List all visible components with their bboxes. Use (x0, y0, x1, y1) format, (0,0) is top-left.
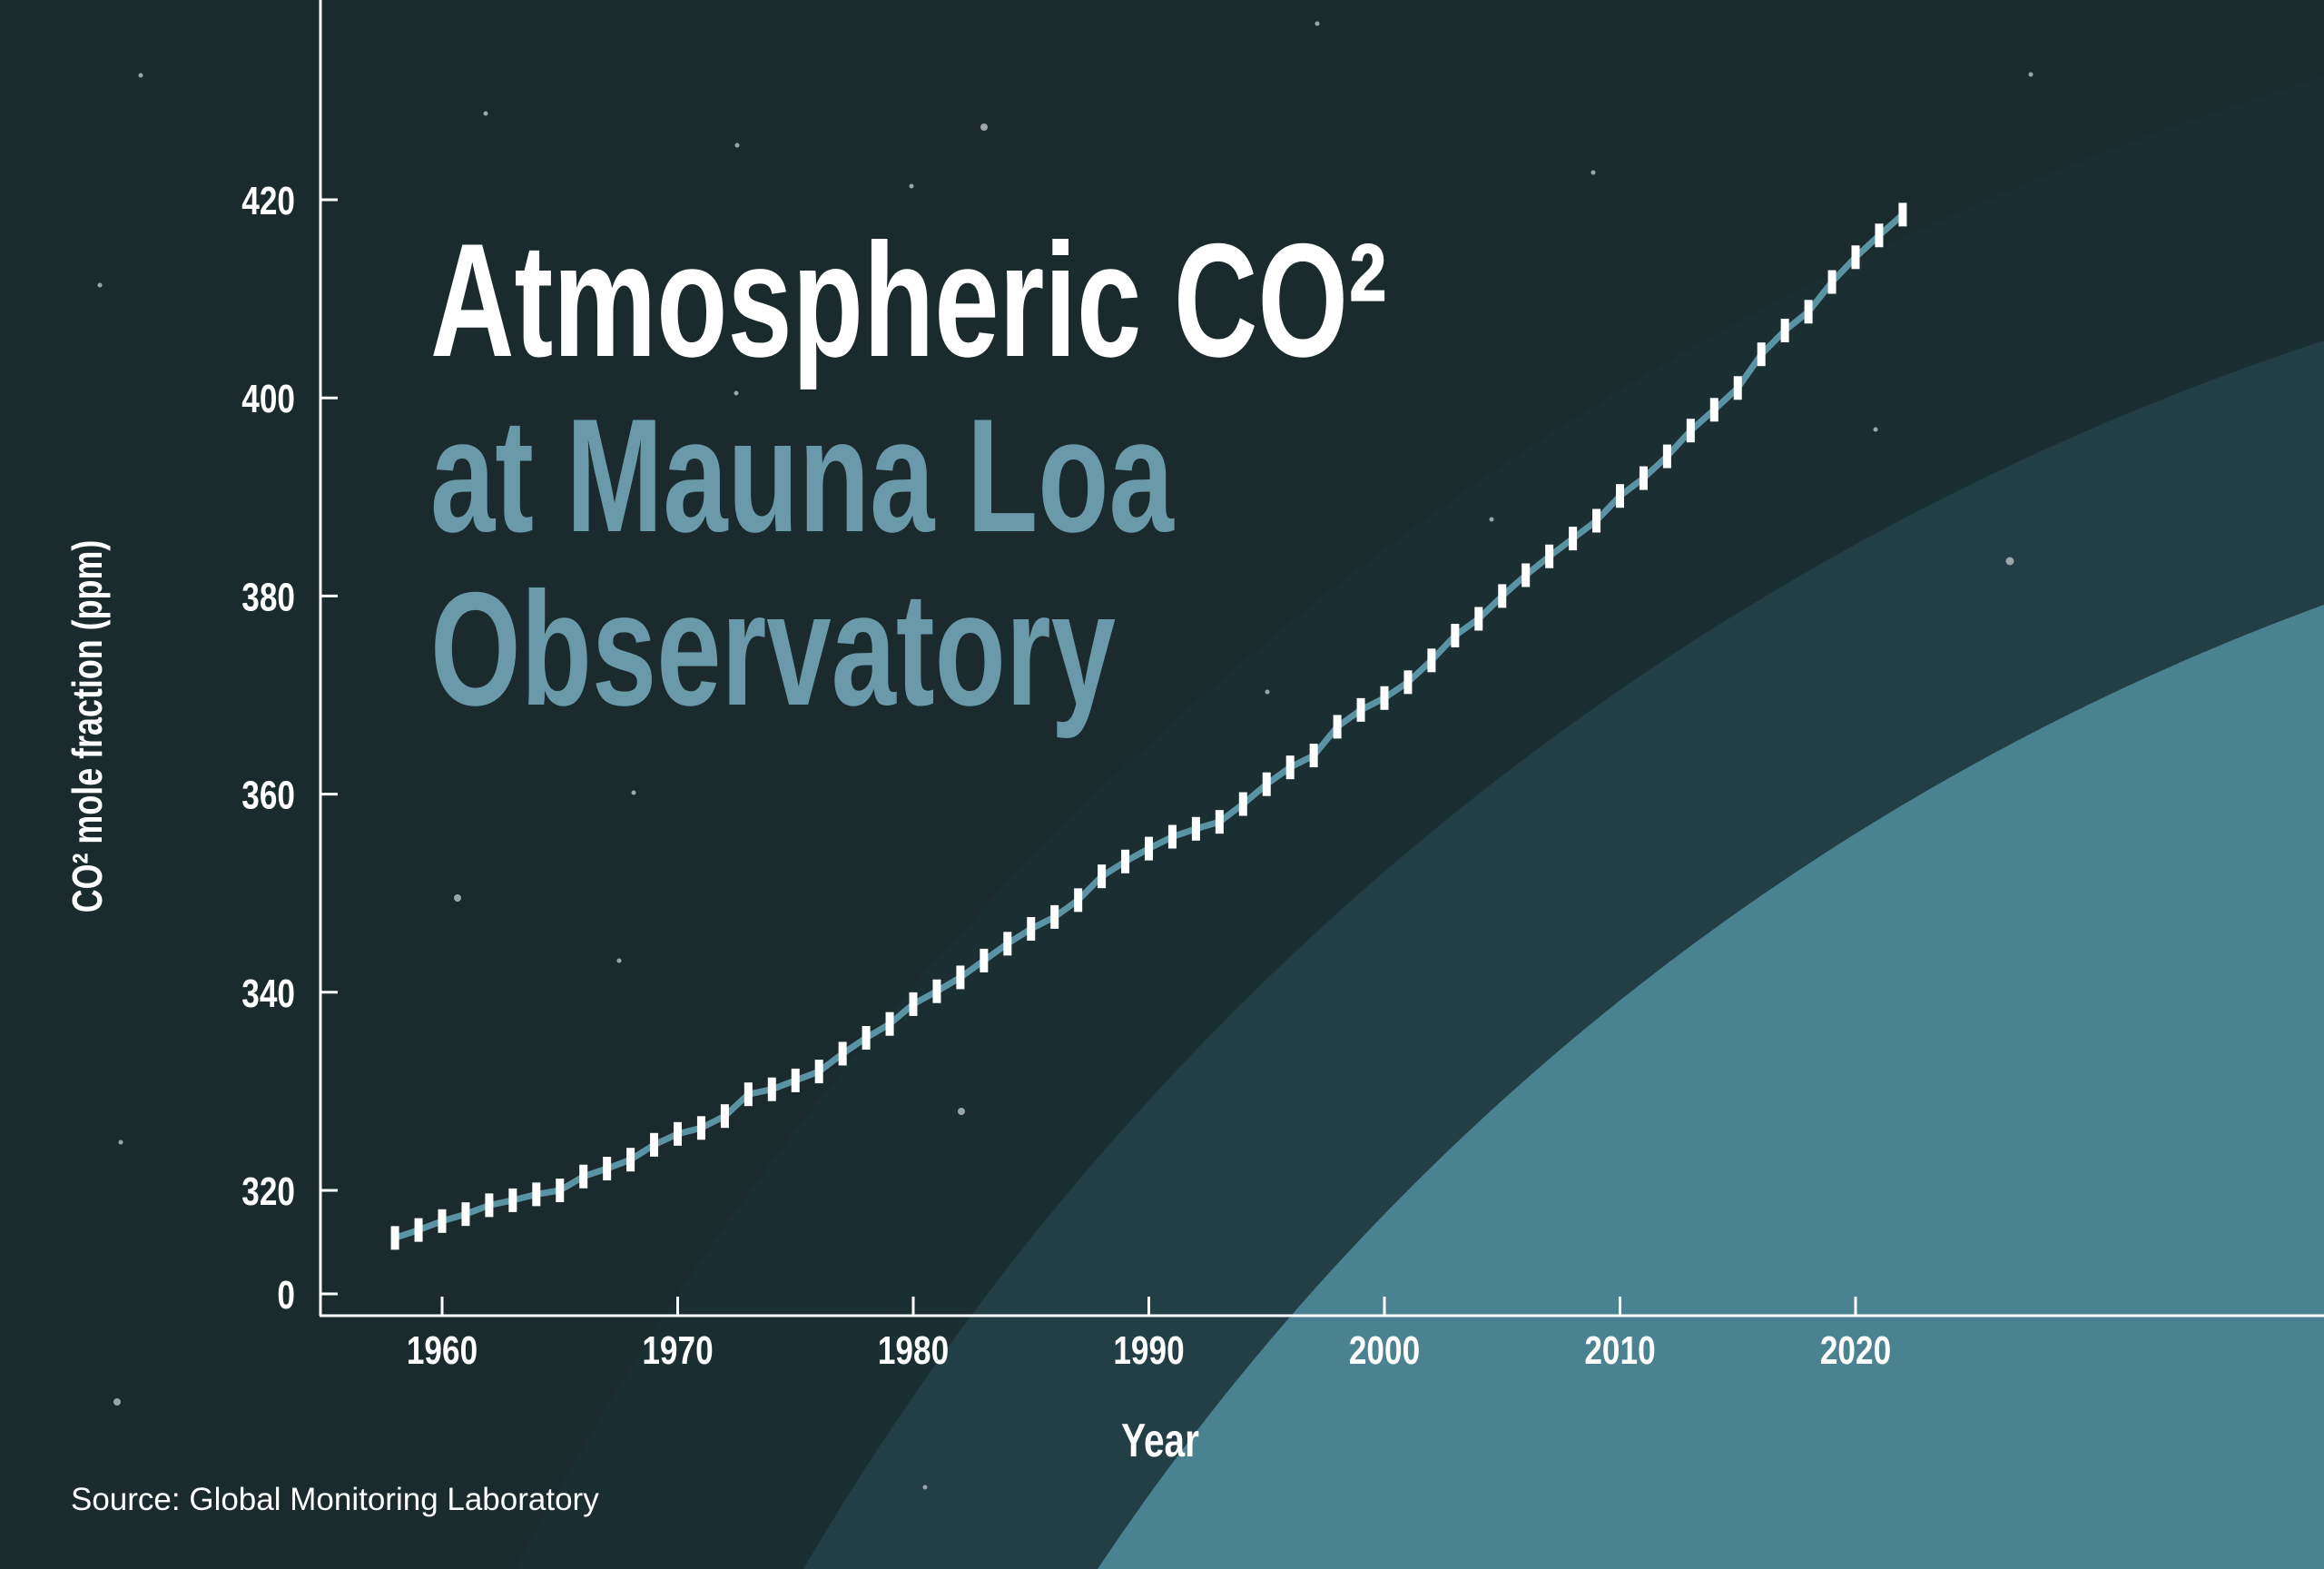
data-point-marker (438, 1209, 447, 1233)
data-point-marker (909, 992, 918, 1016)
data-point-marker (1285, 755, 1295, 780)
y-tick-label: 360 (241, 774, 295, 818)
x-tick-label: 2000 (1349, 1328, 1420, 1373)
data-point-marker (1827, 270, 1837, 294)
data-point-marker (932, 979, 941, 1003)
data-point-marker (485, 1193, 494, 1218)
data-point-marker (603, 1156, 612, 1180)
data-point-marker (650, 1132, 659, 1157)
x-tick-label: 1970 (642, 1328, 713, 1373)
chart-title: Atmospheric CO² at Mauna Loa Observatory (430, 210, 1387, 739)
data-point-marker (1569, 527, 1578, 551)
data-point-marker (696, 1116, 705, 1140)
y-tick-label: 380 (241, 576, 295, 620)
data-point-marker (556, 1179, 565, 1202)
data-point-marker (1333, 715, 1342, 739)
y-tick-label: 400 (241, 378, 295, 422)
data-point-marker (1498, 584, 1507, 608)
data-point-marker (1050, 904, 1059, 929)
data-point-marker (956, 965, 965, 990)
data-point-marker (508, 1188, 517, 1212)
data-point-marker (1521, 563, 1531, 587)
data-point-marker (1780, 319, 1789, 343)
data-point-marker (626, 1148, 635, 1172)
data-point-marker (1309, 744, 1318, 768)
data-point-marker (1662, 444, 1671, 469)
data-point-marker (1686, 419, 1695, 443)
data-point-marker (1639, 466, 1648, 490)
y-tick-label: 420 (241, 179, 295, 223)
data-point-marker (390, 1226, 399, 1250)
data-point-marker (1003, 932, 1012, 956)
data-point-marker (414, 1218, 423, 1242)
data-point-marker (767, 1077, 776, 1101)
y-tick-label: 340 (241, 972, 295, 1016)
y-axis-label: CO² mole fraction (ppm) (64, 540, 111, 913)
data-point-marker (674, 1121, 682, 1146)
data-point-marker (1733, 376, 1742, 400)
y-tick-label: 0 (277, 1273, 295, 1317)
data-point-marker (1215, 810, 1224, 834)
data-point-marker (1898, 202, 1907, 227)
x-tick-label: 1960 (407, 1328, 478, 1373)
stars (97, 21, 2034, 1490)
source-note: Source: Global Monitoring Laboratory (71, 1482, 599, 1517)
data-point-marker (1145, 836, 1153, 861)
data-point-marker (791, 1068, 800, 1092)
x-tick-label: 2020 (1820, 1328, 1891, 1373)
title-line-2: at Mauna Loa (430, 385, 1175, 566)
data-point-marker (1875, 223, 1884, 248)
data-point-marker (1757, 342, 1766, 367)
data-point-marker (579, 1164, 588, 1189)
data-point-marker (1616, 484, 1624, 508)
data-point-marker (1451, 624, 1460, 648)
data-point-marker (532, 1182, 541, 1207)
data-point-marker (1380, 686, 1389, 710)
data-point-marker (1545, 544, 1554, 568)
data-point-marker (838, 1041, 847, 1066)
data-point-marker (1238, 792, 1247, 816)
data-point-marker (814, 1060, 823, 1084)
x-tick-label: 2010 (1584, 1328, 1655, 1373)
data-point-marker (862, 1025, 871, 1050)
data-point-marker (1074, 888, 1083, 913)
data-point-marker (1191, 816, 1200, 841)
x-axis-label: Year (1121, 1414, 1199, 1466)
data-point-marker (461, 1202, 470, 1227)
data-point-marker (1356, 697, 1365, 722)
data-point-marker (1121, 849, 1130, 873)
planet-core (1098, 605, 2324, 1569)
data-point-marker (885, 1011, 894, 1036)
data-point-marker (1851, 245, 1860, 270)
data-point-marker (1403, 670, 1413, 695)
title-line-3: Observatory (430, 558, 1116, 739)
data-point-marker (1027, 916, 1036, 941)
data-point-marker (1709, 398, 1718, 422)
data-point-marker (1592, 508, 1601, 533)
x-tick-label: 1990 (1113, 1328, 1184, 1373)
data-point-marker (1098, 864, 1107, 889)
data-point-marker (1804, 300, 1813, 324)
y-tick-label: 320 (241, 1169, 295, 1214)
title-line-1: Atmospheric CO² (430, 210, 1387, 390)
data-point-marker (1427, 648, 1436, 673)
data-point-marker (980, 948, 989, 972)
data-point-marker (1262, 772, 1271, 796)
x-tick-label: 1980 (878, 1328, 949, 1373)
data-point-marker (720, 1104, 729, 1129)
data-point-marker (1167, 824, 1177, 849)
data-point-marker (743, 1082, 753, 1107)
data-point-marker (1474, 607, 1483, 631)
